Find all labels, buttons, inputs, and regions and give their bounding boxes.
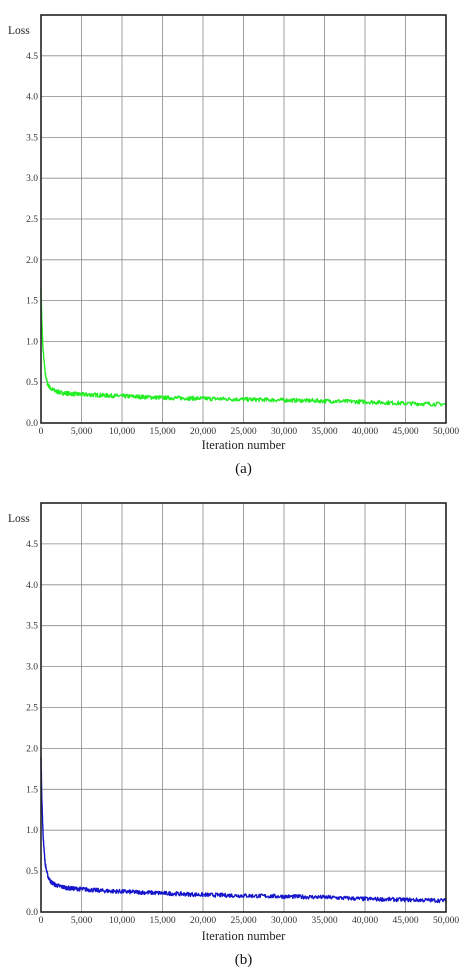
x-tick-label: 35,000 [311, 427, 337, 437]
x-tick-label: 15,000 [149, 916, 175, 926]
y-tick-label: 3.5 [26, 622, 38, 632]
y-tick-label: 0.0 [26, 419, 38, 429]
y-tick-label: 2.0 [26, 744, 38, 754]
x-axis-label: Iteration number [202, 929, 286, 943]
x-tick-label: 20,000 [190, 427, 216, 437]
y-tick-label: 4.0 [26, 93, 38, 103]
y-tick-label: 3.0 [26, 174, 38, 184]
panel-caption: (a) [235, 461, 252, 477]
loss-series-line [40, 756, 447, 904]
panel-caption: (b) [235, 952, 253, 968]
x-tick-label: 45,000 [392, 427, 418, 437]
x-tick-label: 0 [39, 916, 44, 926]
x-tick-label: 45,000 [392, 916, 418, 926]
y-tick-label: 4.0 [26, 581, 38, 591]
plot-frame [40, 502, 447, 913]
y-tick-label: 0.5 [26, 378, 38, 388]
plot-frame [40, 14, 447, 424]
x-tick-label: 5,000 [71, 916, 93, 926]
loss-series-line [40, 287, 447, 407]
y-tick-label: 1.5 [26, 297, 38, 307]
y-tick-label: 3.0 [26, 663, 38, 673]
x-tick-label: 20,000 [190, 916, 216, 926]
y-tick-label: 3.5 [26, 133, 38, 143]
chart-panel-a: 0.0 0.5 1.0 1.5 2.0 2.5 3.0 3.5 4.0 4.5 0 5,000 10,0… [8, 14, 459, 477]
y-tick-label: 4.5 [26, 52, 38, 62]
x-tick-label: 10,000 [109, 427, 135, 437]
chart-panel-b: 0.0 0.5 1.0 1.5 2.0 2.5 3.0 3.5 4.0 4.5 0 5,000 10,0… [8, 502, 459, 968]
y-tick-label: 0.0 [26, 908, 38, 918]
x-tick-label: 25,000 [230, 916, 256, 926]
y-tick-label: 0.5 [26, 867, 38, 877]
y-tick-label: 1.5 [26, 785, 38, 795]
x-tick-label: 35,000 [311, 916, 337, 926]
x-tick-label: 0 [39, 427, 44, 437]
y-axis-label: Loss [8, 25, 30, 37]
y-tick-label: 2.5 [26, 215, 38, 225]
y-tick-label: 4.5 [26, 540, 38, 550]
x-tick-label: 15,000 [149, 427, 175, 437]
y-tick-label: 1.0 [26, 337, 38, 347]
x-tick-label: 50,000 [433, 427, 459, 437]
x-tick-label: 10,000 [109, 916, 135, 926]
y-tick-label: 2.5 [26, 704, 38, 714]
x-tick-label: 40,000 [352, 916, 378, 926]
x-tick-label: 5,000 [71, 427, 93, 437]
y-axis-label: Loss [8, 513, 30, 525]
x-tick-label: 50,000 [433, 916, 459, 926]
x-tick-label: 25,000 [230, 427, 256, 437]
x-axis-label: Iteration number [202, 438, 286, 452]
x-tick-label: 30,000 [271, 916, 297, 926]
y-tick-label: 2.0 [26, 256, 38, 266]
x-tick-label: 30,000 [271, 427, 297, 437]
x-tick-label: 40,000 [352, 427, 378, 437]
y-tick-label: 1.0 [26, 826, 38, 836]
